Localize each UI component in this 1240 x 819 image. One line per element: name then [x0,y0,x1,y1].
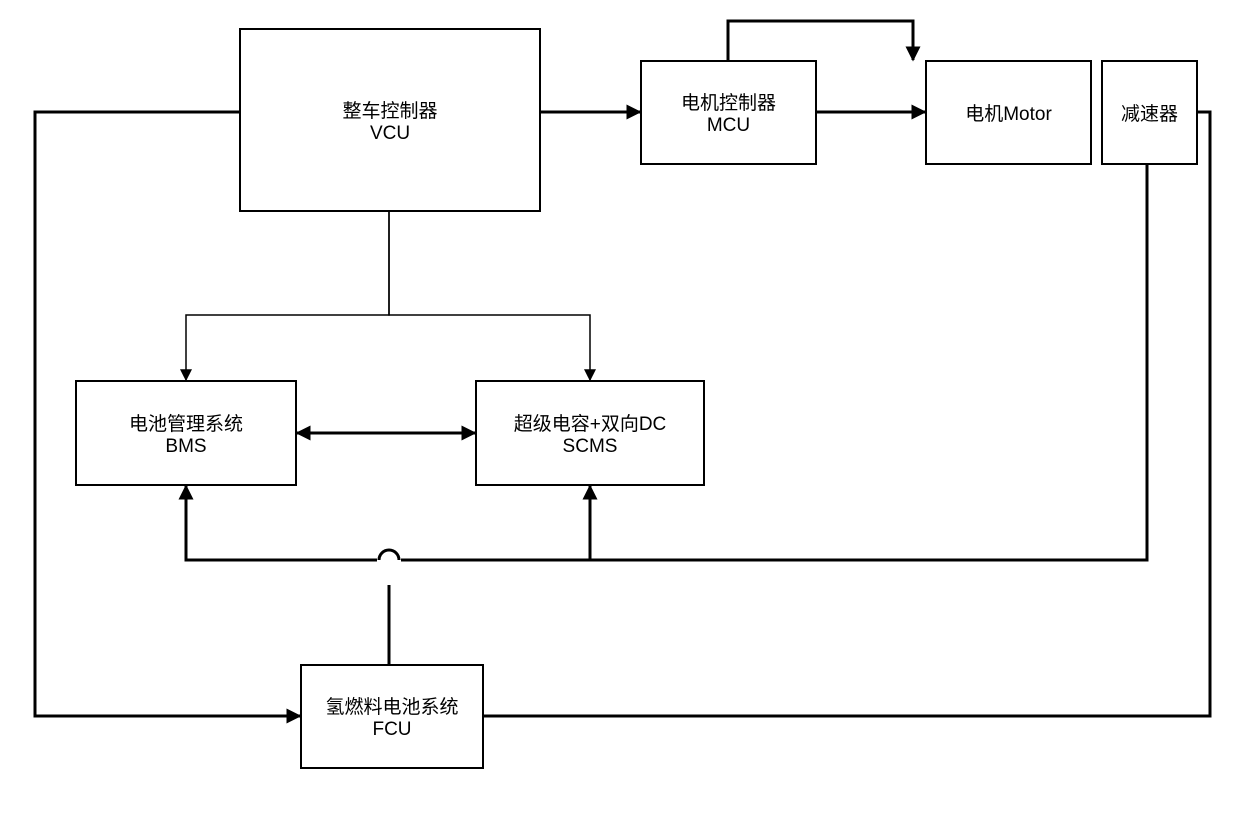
node-vcu-label2: VCU [370,123,410,145]
node-scms-label2: SCMS [563,436,618,458]
node-mcu: 电机控制器 MCU [640,60,817,165]
node-fcu: 氢燃料电池系统 FCU [300,664,484,769]
node-bms-label2: BMS [165,436,206,458]
node-mcu-label1: 电机控制器 [681,88,776,115]
node-scms: 超级电容+双向DC SCMS [475,380,705,486]
node-bms: 电池管理系统 BMS [75,380,297,486]
node-motor-label1: 电机Motor [965,99,1052,126]
node-scms-label1: 超级电容+双向DC [514,409,667,436]
edge-mcu-feedback [728,21,913,60]
node-mcu-label2: MCU [707,115,750,137]
node-bms-label1: 电池管理系统 [129,409,243,436]
node-vcu: 整车控制器 VCU [239,28,541,212]
bridge-arc [379,550,399,560]
edge-reducer-to-bms [186,165,1147,560]
node-fcu-label2: FCU [372,719,411,741]
node-reducer-label1: 减速器 [1121,99,1178,126]
edge-vcu-to-bms [186,212,389,380]
node-fcu-label1: 氢燃料电池系统 [325,692,458,719]
node-vcu-label1: 整车控制器 [342,96,437,123]
edge-vcu-to-scms [389,212,590,380]
node-motor: 电机Motor [925,60,1092,165]
node-reducer: 减速器 [1101,60,1198,165]
